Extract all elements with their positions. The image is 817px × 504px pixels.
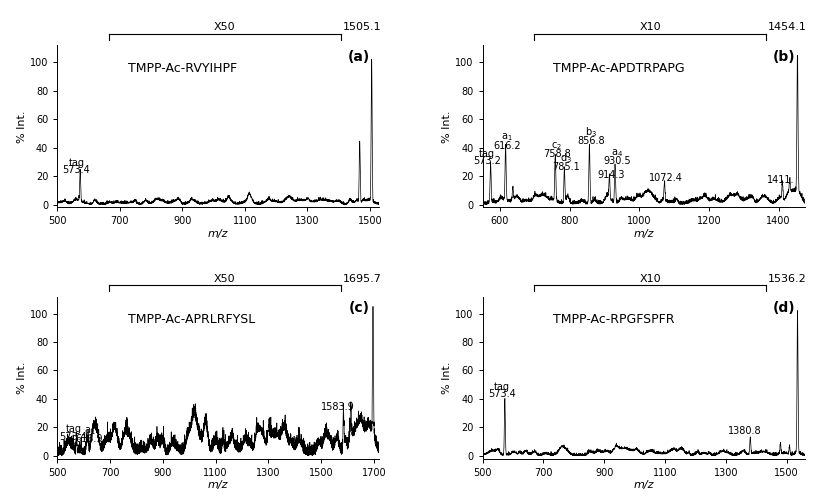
Text: 1536.2: 1536.2	[768, 274, 806, 284]
X-axis label: m/z: m/z	[633, 229, 654, 239]
Text: 1072.4: 1072.4	[650, 173, 683, 183]
Text: TMPP-Ac-APDTRPAPG: TMPP-Ac-APDTRPAPG	[553, 61, 685, 75]
Text: TMPP-Ac-RVYIHPF: TMPP-Ac-RVYIHPF	[128, 61, 237, 75]
Y-axis label: % Int.: % Int.	[17, 361, 27, 394]
Text: 856.8: 856.8	[578, 136, 605, 146]
Y-axis label: % Int.: % Int.	[442, 361, 453, 394]
Text: b$_3$: b$_3$	[585, 125, 597, 139]
Text: 616.9: 616.9	[76, 434, 103, 445]
Text: c$_2$: c$_2$	[551, 140, 563, 152]
Text: 573.4: 573.4	[488, 389, 516, 399]
X-axis label: m/z: m/z	[633, 480, 654, 490]
Text: 616.2: 616.2	[493, 141, 521, 151]
Text: (b): (b)	[772, 50, 795, 64]
Text: TMPP-Ac-RPGFSPFR: TMPP-Ac-RPGFSPFR	[553, 313, 675, 326]
Text: d$_3$: d$_3$	[560, 151, 572, 165]
Text: 785.1: 785.1	[552, 162, 580, 172]
Text: 758.8: 758.8	[543, 149, 571, 159]
Text: 1505.1: 1505.1	[342, 22, 381, 32]
Text: tag: tag	[479, 149, 495, 159]
Text: 1583.9: 1583.9	[321, 402, 355, 412]
Text: (c): (c)	[349, 301, 370, 316]
Text: tag: tag	[493, 382, 510, 392]
Y-axis label: % Int.: % Int.	[442, 110, 453, 143]
Text: a$_4$: a$_4$	[611, 147, 623, 159]
X-axis label: m/z: m/z	[208, 480, 229, 490]
Text: X50: X50	[214, 22, 235, 32]
Text: a$_1$: a$_1$	[502, 132, 513, 144]
Text: 1695.7: 1695.7	[342, 274, 382, 284]
Text: (d): (d)	[772, 301, 795, 316]
Y-axis label: % Int.: % Int.	[17, 110, 27, 143]
X-axis label: m/z: m/z	[208, 229, 229, 239]
Text: tag: tag	[69, 158, 84, 168]
Text: X10: X10	[639, 274, 661, 284]
Text: 573.2: 573.2	[473, 156, 501, 166]
Text: 1411.: 1411.	[767, 175, 794, 184]
Text: tag: tag	[65, 424, 82, 434]
Text: 1454.1: 1454.1	[768, 22, 806, 32]
Text: 573.4: 573.4	[60, 431, 87, 442]
Text: a$_1$: a$_1$	[83, 425, 96, 437]
Text: TMPP-Ac-APRLRFYSL: TMPP-Ac-APRLRFYSL	[128, 313, 256, 326]
Text: (a): (a)	[347, 50, 370, 64]
Text: 1380.8: 1380.8	[728, 426, 761, 436]
Text: 914.3: 914.3	[597, 170, 625, 180]
Text: 573.4: 573.4	[63, 165, 90, 175]
Text: X50: X50	[214, 274, 235, 284]
Text: 930.5: 930.5	[603, 156, 631, 166]
Text: X10: X10	[639, 22, 661, 32]
